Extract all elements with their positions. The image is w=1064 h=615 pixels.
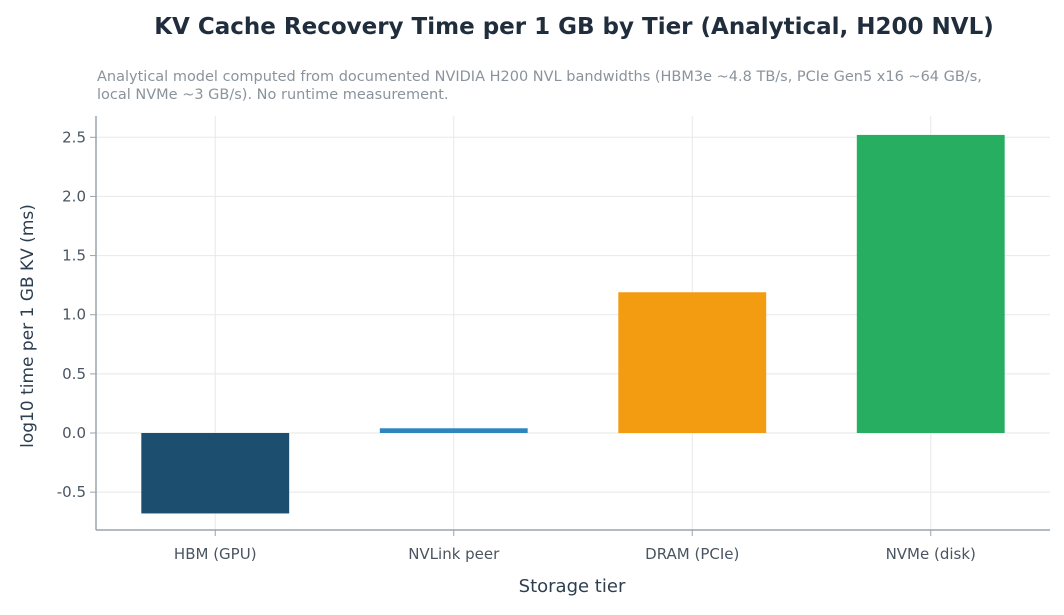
y-axis-label: log10 time per 1 GB KV (ms) bbox=[18, 204, 38, 448]
y-tick-label: 0.0 bbox=[62, 424, 86, 442]
x-tick-label: DRAM (PCIe) bbox=[645, 545, 739, 563]
y-tick-label: 1.0 bbox=[62, 306, 86, 324]
y-tick-label: -0.5 bbox=[57, 483, 86, 501]
x-axis-label: Storage tier bbox=[519, 576, 626, 597]
axes bbox=[95, 116, 1050, 531]
y-tick-label: 2.0 bbox=[62, 187, 86, 205]
bar bbox=[856, 134, 1005, 434]
bar bbox=[141, 433, 290, 514]
y-axis-ticks: -0.5 0.0 0.5 1.0 1.5 2.0 2.5 bbox=[57, 128, 96, 501]
x-axis-ticks: HBM (GPU) NVLink peer DRAM (PCIe) NVMe (dis… bbox=[174, 530, 976, 563]
bar bbox=[618, 292, 767, 434]
y-tick-label: 1.5 bbox=[62, 247, 86, 265]
bars bbox=[141, 134, 1005, 514]
y-tick-label: 0.5 bbox=[62, 365, 86, 383]
x-tick-label: NVMe (disk) bbox=[886, 545, 976, 563]
y-tick-label: 2.5 bbox=[62, 128, 86, 146]
x-tick-label: HBM (GPU) bbox=[174, 545, 257, 563]
bar bbox=[379, 428, 528, 434]
x-tick-label: NVLink peer bbox=[408, 545, 500, 563]
chart-subtitle: Analytical model computed from documente… bbox=[97, 69, 982, 103]
chart-title: KV Cache Recovery Time per 1 GB by Tier … bbox=[154, 14, 994, 40]
